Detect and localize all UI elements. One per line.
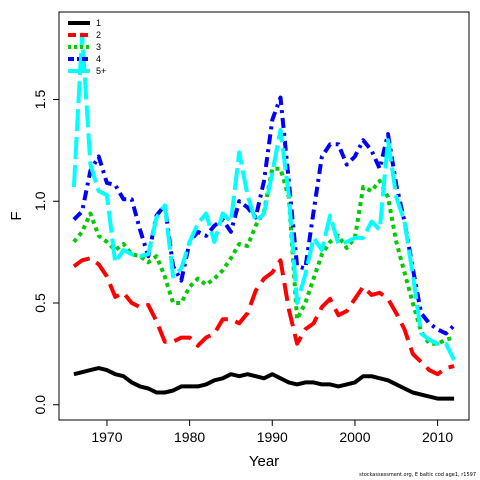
x-tick-label: 2000 [339,429,370,445]
series-line-2 [72,256,455,377]
x-axis: 1970 1980 1990 2000 2010 [91,420,453,445]
y-axis-label: F [8,211,25,220]
legend-label: 4 [96,54,101,64]
plot-frame [58,11,470,421]
series-line-5plus [71,32,456,361]
x-axis-label: Year [249,453,279,470]
legend-label: 3 [96,42,101,52]
y-tick-label: 0.5 [32,293,48,313]
y-tick-label: 1.5 [32,90,48,110]
x-tick-label: 1970 [91,429,122,445]
series-line-1 [73,366,455,401]
credit-text: stockassessment.org, E baltic cod age1, … [359,472,476,478]
legend: 1 2 3 4 5+ [68,18,106,76]
legend-label: 5+ [96,66,106,76]
legend-label: 2 [96,30,101,40]
series-layer [71,32,456,401]
y-axis: 0.0 0.5 1.0 1.5 [32,90,59,415]
x-tick-label: 1990 [257,429,288,445]
y-tick-label: 0.0 [32,395,48,415]
x-tick-label: 2010 [422,429,453,445]
y-tick-label: 1.0 [32,191,48,211]
x-tick-label: 1980 [174,429,205,445]
legend-label: 1 [96,18,101,28]
